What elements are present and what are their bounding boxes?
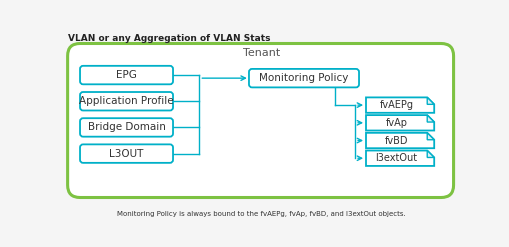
FancyBboxPatch shape xyxy=(80,92,173,110)
Text: EPG: EPG xyxy=(116,70,137,80)
Text: Tenant: Tenant xyxy=(242,48,279,58)
Text: Monitoring Policy: Monitoring Policy xyxy=(259,73,348,83)
Polygon shape xyxy=(365,150,433,166)
Polygon shape xyxy=(427,133,433,140)
FancyBboxPatch shape xyxy=(68,43,453,198)
Text: l3extOut: l3extOut xyxy=(375,153,417,163)
Text: Monitoring Policy is always bound to the fvAEPg, fvAp, fvBD, and l3extOut object: Monitoring Policy is always bound to the… xyxy=(117,211,405,217)
Polygon shape xyxy=(365,97,433,113)
Text: fvAEPg: fvAEPg xyxy=(379,100,413,110)
Polygon shape xyxy=(365,133,433,148)
FancyBboxPatch shape xyxy=(248,69,358,87)
Polygon shape xyxy=(365,115,433,130)
FancyBboxPatch shape xyxy=(80,144,173,163)
Text: L3OUT: L3OUT xyxy=(109,149,144,159)
Polygon shape xyxy=(427,97,433,104)
Text: fvAp: fvAp xyxy=(385,118,407,128)
Polygon shape xyxy=(427,115,433,122)
Text: VLAN or any Aggregation of VLAN Stats: VLAN or any Aggregation of VLAN Stats xyxy=(68,34,270,43)
Text: fvBD: fvBD xyxy=(384,136,408,145)
FancyBboxPatch shape xyxy=(80,66,173,84)
Text: Bridge Domain: Bridge Domain xyxy=(88,123,165,132)
FancyBboxPatch shape xyxy=(80,118,173,137)
Text: Application Profile: Application Profile xyxy=(79,96,174,106)
Polygon shape xyxy=(427,150,433,157)
